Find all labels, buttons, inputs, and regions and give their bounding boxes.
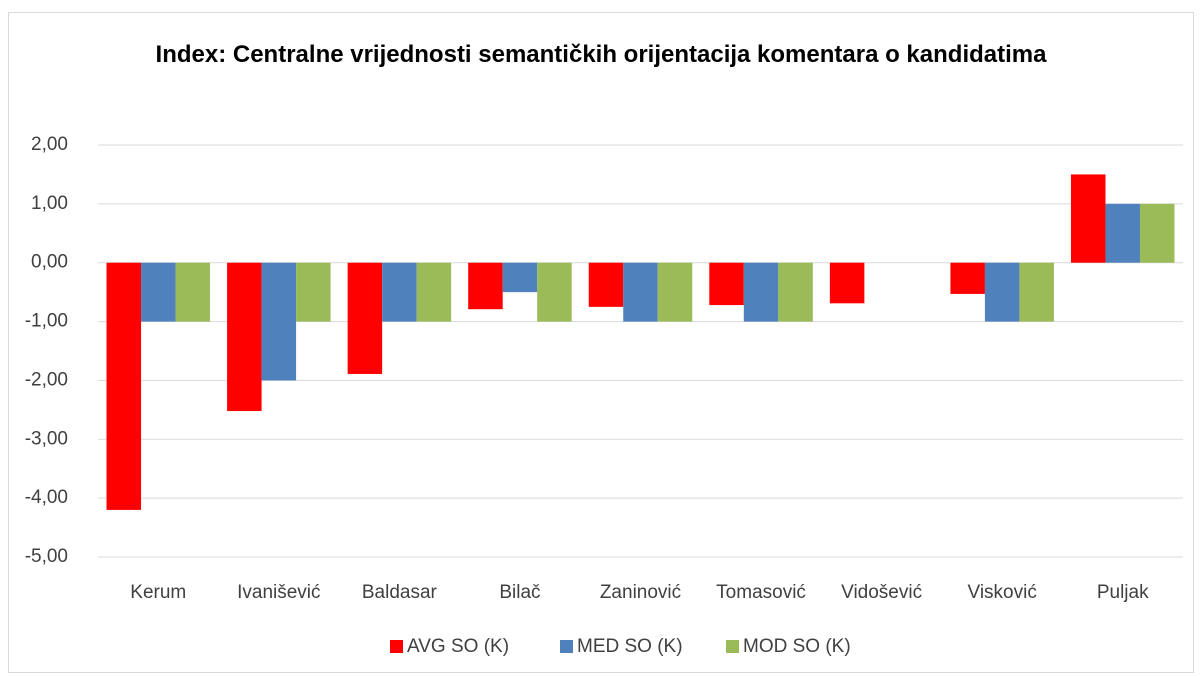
bar: [1139, 203, 1175, 263]
legend-swatch: [560, 640, 573, 653]
legend-label: MOD SO (K): [743, 636, 851, 657]
y-tick-label: -1,00: [25, 311, 68, 332]
x-tick-label: Visković: [967, 582, 1036, 603]
x-tick-label: Vidošević: [841, 582, 922, 603]
x-tick-label: Zaninović: [600, 582, 681, 603]
y-tick-label: 1,00: [31, 193, 68, 214]
legend-label: AVG SO (K): [407, 636, 509, 657]
x-tick-label: Ivanišević: [237, 582, 320, 603]
x-tick-label: Bilač: [499, 582, 540, 603]
y-tick-label: -5,00: [25, 546, 68, 567]
chart-border: [8, 12, 1194, 673]
bar: [657, 262, 693, 322]
bar: [261, 262, 297, 381]
y-tick-label: 2,00: [31, 134, 68, 155]
x-tick-label: Puljak: [1097, 582, 1149, 603]
bar: [537, 262, 572, 322]
bar: [416, 262, 452, 322]
bar: [1070, 174, 1106, 263]
bar: [829, 262, 865, 304]
chart-title: Index: Centralne vrijednosti semantičkih…: [155, 41, 1047, 68]
bar: [1019, 262, 1054, 322]
bar: [588, 262, 624, 307]
bar: [468, 262, 503, 310]
bar: [950, 262, 985, 294]
bar: [141, 262, 176, 322]
y-tick-label: -2,00: [25, 369, 68, 390]
bar: [106, 262, 142, 510]
x-tick-label: Baldasar: [362, 582, 438, 603]
y-tick-label: -3,00: [25, 428, 68, 449]
x-tick-label: Kerum: [130, 582, 186, 603]
x-tick-label: Tomasović: [716, 582, 806, 603]
bar: [743, 262, 779, 322]
bar: [778, 262, 813, 322]
bar: [623, 262, 658, 322]
bar: [502, 262, 538, 293]
bar: [347, 262, 383, 374]
bar: [984, 262, 1020, 322]
bar: [1105, 203, 1140, 263]
bar: [227, 262, 262, 412]
bar: [296, 262, 331, 322]
y-tick-label: 0,00: [31, 252, 68, 273]
legend-swatch: [726, 640, 739, 653]
y-tick-label: -4,00: [25, 487, 68, 508]
legend-label: MED SO (K): [577, 636, 683, 657]
bar: [382, 262, 417, 322]
legend-swatch: [390, 640, 403, 653]
bar: [709, 262, 744, 306]
bar: [175, 262, 211, 322]
